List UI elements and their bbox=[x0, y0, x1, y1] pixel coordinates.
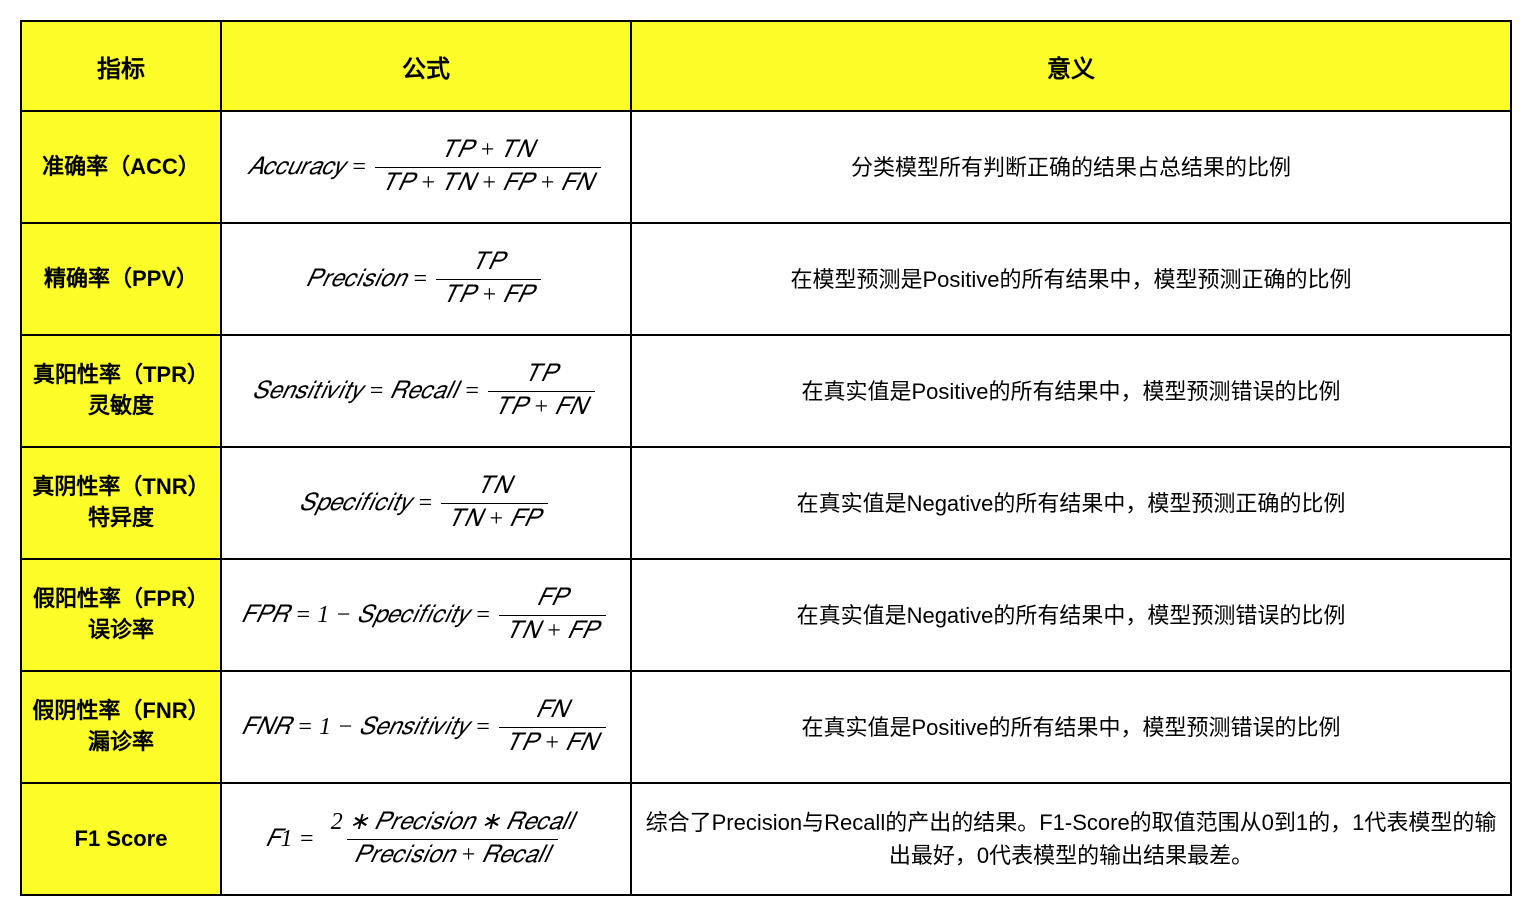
metric-name: 真阴性率（TNR） 特异度 bbox=[21, 447, 221, 559]
formula-denominator: 𝑇𝑃 + 𝑇𝑁 + 𝐹𝑃 + 𝐹𝑁 bbox=[375, 167, 601, 198]
metrics-table: 指标 公式 意义 准确率（ACC） 𝐴𝑐𝑐𝑢𝑟𝑎𝑐𝑦 = 𝑇𝑃 + 𝑇𝑁 𝑇𝑃 … bbox=[20, 20, 1512, 896]
metric-formula: 𝑃𝑟𝑒𝑐𝑖𝑠𝑖𝑜𝑛 = 𝑇𝑃 𝑇𝑃 + 𝐹𝑃 bbox=[221, 223, 631, 335]
formula-fraction: 𝐹𝑁 𝑇𝑃 + 𝐹𝑁 bbox=[499, 697, 606, 757]
formula-fraction: 2 ∗ 𝑃𝑟𝑒𝑐𝑖𝑠𝑖𝑜𝑛 ∗ 𝑅𝑒𝑐𝑎𝑙𝑙 𝑃𝑟𝑒𝑐𝑖𝑠𝑖𝑜𝑛 + 𝑅𝑒𝑐𝑎𝑙… bbox=[323, 809, 582, 869]
metric-meaning: 分类模型所有判断正确的结果占总结果的比例 bbox=[631, 111, 1511, 223]
metric-name: 精确率（PPV） bbox=[21, 223, 221, 335]
metric-formula: 𝐹1 = 2 ∗ 𝑃𝑟𝑒𝑐𝑖𝑠𝑖𝑜𝑛 ∗ 𝑅𝑒𝑐𝑎𝑙𝑙 𝑃𝑟𝑒𝑐𝑖𝑠𝑖𝑜𝑛 + … bbox=[221, 783, 631, 895]
formula-numerator: 𝐹𝑃 bbox=[530, 585, 576, 615]
formula-lhs: 𝑃𝑟𝑒𝑐𝑖𝑠𝑖𝑜𝑛 = bbox=[307, 266, 429, 293]
table-body: 准确率（ACC） 𝐴𝑐𝑐𝑢𝑟𝑎𝑐𝑦 = 𝑇𝑃 + 𝑇𝑁 𝑇𝑃 + 𝑇𝑁 + 𝐹𝑃… bbox=[21, 111, 1511, 895]
metric-meaning: 在真实值是Positive的所有结果中，模型预测错误的比例 bbox=[631, 335, 1511, 447]
formula-numerator: 2 ∗ 𝑃𝑟𝑒𝑐𝑖𝑠𝑖𝑜𝑛 ∗ 𝑅𝑒𝑐𝑎𝑙𝑙 bbox=[323, 809, 582, 839]
formula-numerator: 𝑇𝑃 bbox=[465, 249, 512, 279]
metric-formula: 𝑆𝑝𝑒𝑐𝑖𝑓𝑖𝑐𝑖𝑡𝑦 = 𝑇𝑁 𝑇𝑁 + 𝐹𝑃 bbox=[221, 447, 631, 559]
formula-fraction: 𝑇𝑃 𝑇𝑃 + 𝐹𝑃 bbox=[436, 249, 541, 309]
metric-name: 假阳性率（FPR） 误诊率 bbox=[21, 559, 221, 671]
formula-lhs: 𝑆𝑝𝑒𝑐𝑖𝑓𝑖𝑐𝑖𝑡𝑦 = bbox=[300, 490, 434, 517]
formula-lhs: 𝐹𝑁𝑅 = 1 − 𝑆𝑒𝑛𝑠𝑖𝑡𝑖𝑣𝑖𝑡𝑦 = bbox=[242, 714, 491, 741]
metric-name: 假阴性率（FNR） 漏诊率 bbox=[21, 671, 221, 783]
col-header-meaning: 意义 bbox=[631, 21, 1511, 111]
formula-lhs: 𝐹𝑃𝑅 = 1 − 𝑆𝑝𝑒𝑐𝑖𝑓𝑖𝑐𝑖𝑡𝑦 = bbox=[242, 602, 491, 629]
formula-lhs: 𝐹1 = bbox=[266, 826, 315, 853]
formula-denominator: 𝑇𝑁 + 𝐹𝑃 bbox=[441, 503, 548, 534]
formula-numerator: 𝐹𝑁 bbox=[529, 697, 577, 727]
metric-meaning: 综合了Precision与Recall的产出的结果。F1-Score的取值范围从… bbox=[631, 783, 1511, 895]
formula-denominator: 𝑇𝑃 + 𝐹𝑁 bbox=[488, 391, 595, 422]
formula-fraction: 𝑇𝑁 𝑇𝑁 + 𝐹𝑃 bbox=[441, 473, 548, 533]
table-row: 真阴性率（TNR） 特异度 𝑆𝑝𝑒𝑐𝑖𝑓𝑖𝑐𝑖𝑡𝑦 = 𝑇𝑁 𝑇𝑁 + 𝐹𝑃 在… bbox=[21, 447, 1511, 559]
col-header-metric: 指标 bbox=[21, 21, 221, 111]
metric-meaning: 在真实值是Positive的所有结果中，模型预测错误的比例 bbox=[631, 671, 1511, 783]
table-row: 假阳性率（FPR） 误诊率 𝐹𝑃𝑅 = 1 − 𝑆𝑝𝑒𝑐𝑖𝑓𝑖𝑐𝑖𝑡𝑦 = 𝐹𝑃… bbox=[21, 559, 1511, 671]
col-header-formula: 公式 bbox=[221, 21, 631, 111]
table-header-row: 指标 公式 意义 bbox=[21, 21, 1511, 111]
formula-denominator: 𝑇𝑃 + 𝐹𝑁 bbox=[499, 727, 606, 758]
formula-numerator: 𝑇𝑃 + 𝑇𝑁 bbox=[434, 137, 542, 167]
table-row: 假阴性率（FNR） 漏诊率 𝐹𝑁𝑅 = 1 − 𝑆𝑒𝑛𝑠𝑖𝑡𝑖𝑣𝑖𝑡𝑦 = 𝐹𝑁… bbox=[21, 671, 1511, 783]
formula-denominator: 𝑇𝑁 + 𝐹𝑃 bbox=[499, 615, 606, 646]
formula-numerator: 𝑇𝑁 bbox=[470, 473, 519, 503]
table-row: F1 Score 𝐹1 = 2 ∗ 𝑃𝑟𝑒𝑐𝑖𝑠𝑖𝑜𝑛 ∗ 𝑅𝑒𝑐𝑎𝑙𝑙 𝑃𝑟𝑒… bbox=[21, 783, 1511, 895]
metric-meaning: 在模型预测是Positive的所有结果中，模型预测正确的比例 bbox=[631, 223, 1511, 335]
table-row: 准确率（ACC） 𝐴𝑐𝑐𝑢𝑟𝑎𝑐𝑦 = 𝑇𝑃 + 𝑇𝑁 𝑇𝑃 + 𝑇𝑁 + 𝐹𝑃… bbox=[21, 111, 1511, 223]
metric-name: 准确率（ACC） bbox=[21, 111, 221, 223]
formula-lhs: 𝑆𝑒𝑛𝑠𝑖𝑡𝑖𝑣𝑖𝑡𝑦 = 𝑅𝑒𝑐𝑎𝑙𝑙 = bbox=[253, 378, 480, 405]
metric-name: F1 Score bbox=[21, 783, 221, 895]
metric-meaning: 在真实值是Negative的所有结果中，模型预测正确的比例 bbox=[631, 447, 1511, 559]
formula-denominator: 𝑃𝑟𝑒𝑐𝑖𝑠𝑖𝑜𝑛 + 𝑅𝑒𝑐𝑎𝑙𝑙 bbox=[347, 839, 558, 870]
metric-formula: 𝐴𝑐𝑐𝑢𝑟𝑎𝑐𝑦 = 𝑇𝑃 + 𝑇𝑁 𝑇𝑃 + 𝑇𝑁 + 𝐹𝑃 + 𝐹𝑁 bbox=[221, 111, 631, 223]
formula-fraction: 𝐹𝑃 𝑇𝑁 + 𝐹𝑃 bbox=[499, 585, 606, 645]
formula-fraction: 𝑇𝑃 + 𝑇𝑁 𝑇𝑃 + 𝑇𝑁 + 𝐹𝑃 + 𝐹𝑁 bbox=[375, 137, 601, 197]
formula-numerator: 𝑇𝑃 bbox=[518, 361, 565, 391]
metric-meaning: 在真实值是Negative的所有结果中，模型预测错误的比例 bbox=[631, 559, 1511, 671]
table-row: 精确率（PPV） 𝑃𝑟𝑒𝑐𝑖𝑠𝑖𝑜𝑛 = 𝑇𝑃 𝑇𝑃 + 𝐹𝑃 在模型预测是Po… bbox=[21, 223, 1511, 335]
metric-formula: 𝑆𝑒𝑛𝑠𝑖𝑡𝑖𝑣𝑖𝑡𝑦 = 𝑅𝑒𝑐𝑎𝑙𝑙 = 𝑇𝑃 𝑇𝑃 + 𝐹𝑁 bbox=[221, 335, 631, 447]
metric-formula: 𝐹𝑁𝑅 = 1 − 𝑆𝑒𝑛𝑠𝑖𝑡𝑖𝑣𝑖𝑡𝑦 = 𝐹𝑁 𝑇𝑃 + 𝐹𝑁 bbox=[221, 671, 631, 783]
table-row: 真阳性率（TPR） 灵敏度 𝑆𝑒𝑛𝑠𝑖𝑡𝑖𝑣𝑖𝑡𝑦 = 𝑅𝑒𝑐𝑎𝑙𝑙 = 𝑇𝑃 … bbox=[21, 335, 1511, 447]
metric-formula: 𝐹𝑃𝑅 = 1 − 𝑆𝑝𝑒𝑐𝑖𝑓𝑖𝑐𝑖𝑡𝑦 = 𝐹𝑃 𝑇𝑁 + 𝐹𝑃 bbox=[221, 559, 631, 671]
formula-denominator: 𝑇𝑃 + 𝐹𝑃 bbox=[436, 279, 541, 310]
metric-name: 真阳性率（TPR） 灵敏度 bbox=[21, 335, 221, 447]
formula-fraction: 𝑇𝑃 𝑇𝑃 + 𝐹𝑁 bbox=[488, 361, 595, 421]
formula-lhs: 𝐴𝑐𝑐𝑢𝑟𝑎𝑐𝑦 = bbox=[247, 154, 367, 181]
